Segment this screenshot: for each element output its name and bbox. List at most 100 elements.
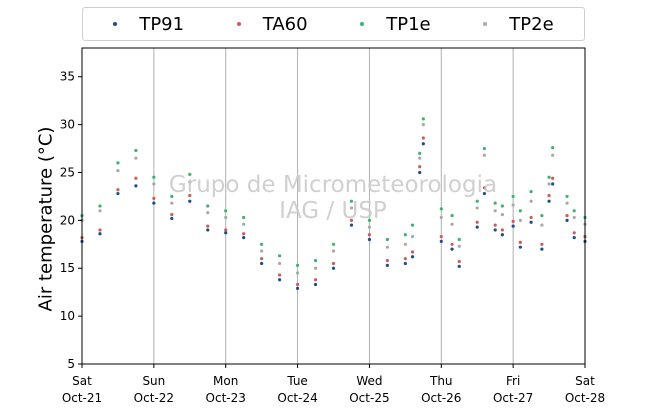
data-point-tp1e: [206, 204, 210, 208]
data-point-ta60: [518, 240, 522, 244]
data-point-tp2e: [331, 249, 336, 253]
data-point-tp2e: [385, 245, 389, 249]
data-point-ta60: [421, 136, 425, 140]
data-point-tp91: [278, 278, 282, 282]
y-tick-label: 20: [60, 213, 75, 227]
data-point-tp1e: [410, 223, 415, 227]
data-point-tp91: [295, 286, 300, 290]
data-point-ta60: [134, 176, 138, 180]
data-point-tp91: [547, 199, 551, 203]
y-tick-label: 30: [60, 118, 75, 132]
data-point-tp91: [224, 231, 228, 235]
data-point-ta60: [565, 213, 569, 218]
data-point-tp91: [450, 247, 454, 251]
legend-label-tp91: TP91: [139, 13, 185, 35]
data-point-tp1e: [224, 209, 228, 213]
data-point-tp91: [116, 191, 120, 196]
data-point-tp91: [188, 199, 192, 203]
data-point-ta60: [547, 193, 551, 198]
data-point-ta60: [457, 259, 461, 264]
x-tick-label-date: Oct-27: [493, 391, 533, 405]
plot-frame: [81, 47, 586, 365]
data-point-ta60: [529, 215, 533, 220]
data-point-tp1e: [295, 263, 300, 267]
data-point-tp1e: [457, 237, 461, 242]
data-point-tp1e: [450, 213, 454, 218]
data-point-tp2e: [313, 266, 318, 270]
data-point-tp2e: [224, 215, 228, 220]
data-point-tp1e: [482, 146, 486, 151]
data-point-tp91: [418, 170, 422, 175]
x-tick-label-date: Oct-25: [349, 391, 389, 405]
data-point-tp91: [551, 182, 555, 186]
data-point-tp91: [421, 142, 425, 146]
data-point-tp2e: [367, 225, 372, 229]
y-tick-label: 10: [60, 309, 75, 323]
data-point-tp1e: [403, 233, 407, 237]
data-point-tp2e: [572, 215, 576, 220]
data-point-tp1e: [116, 161, 120, 165]
data-point-ta60: [116, 188, 120, 192]
data-point-tp2e: [349, 206, 354, 210]
data-point-ta60: [367, 233, 372, 237]
legend-item-ta60: TA60: [236, 13, 308, 35]
data-point-tp1e: [565, 194, 569, 199]
data-point-tp91: [385, 263, 389, 267]
x-tick-label-day: Wed: [356, 374, 382, 388]
data-point-ta60: [152, 196, 156, 200]
data-point-ta60: [482, 186, 486, 190]
legend-marker-tp2e: [483, 22, 488, 26]
legend-label-ta60: TA60: [262, 13, 308, 35]
data-point-tp2e: [134, 156, 138, 160]
data-point-tp91: [500, 233, 504, 237]
legend-label-tp2e: TP2e: [509, 13, 554, 35]
legend-marker-tp91: [113, 22, 118, 26]
data-point-tp2e: [403, 242, 407, 246]
data-point-tp2e: [410, 235, 415, 239]
data-point-tp2e: [540, 223, 544, 227]
data-point-ta60: [418, 165, 422, 169]
x-tick-label-date: Oct-23: [206, 391, 246, 405]
x-tick-label-day: Sat: [575, 374, 595, 388]
data-point-tp2e: [116, 168, 120, 173]
data-point-ta60: [242, 232, 246, 236]
data-point-tp1e: [331, 242, 336, 246]
data-point-ta60: [260, 257, 264, 261]
data-point-tp1e: [547, 175, 551, 179]
data-point-tp1e: [418, 151, 422, 155]
data-point-ta60: [475, 220, 479, 224]
data-point-tp91: [98, 232, 102, 236]
y-tick-label: 35: [60, 70, 75, 84]
data-point-tp2e: [518, 218, 522, 222]
data-point-ta60: [313, 278, 318, 282]
data-point-tp91: [331, 266, 336, 270]
series-tp91: [80, 142, 587, 290]
series-tp1e: [80, 117, 587, 267]
data-point-ta60: [572, 231, 576, 235]
data-point-ta60: [500, 228, 504, 232]
data-point-ta60: [224, 228, 228, 232]
data-point-ta60: [331, 261, 336, 266]
data-point-tp91: [349, 223, 354, 227]
data-point-ta60: [551, 176, 555, 180]
data-point-tp1e: [529, 190, 533, 194]
x-tick-label-date: Oct-26: [421, 391, 461, 405]
data-point-tp91: [260, 261, 264, 266]
data-point-tp2e: [421, 123, 425, 127]
x-tick-label-date: Oct-22: [134, 391, 174, 405]
data-point-tp1e: [572, 209, 576, 213]
x-tick-label-day: Tue: [286, 374, 308, 388]
y-tick-label: 15: [60, 261, 75, 275]
data-point-tp1e: [511, 194, 515, 199]
series-tp2e: [80, 123, 587, 275]
data-point-tp91: [313, 282, 318, 287]
data-point-tp91: [242, 236, 246, 240]
data-point-ta60: [98, 228, 102, 232]
series-ta60: [80, 136, 587, 287]
data-point-tp1e: [367, 218, 372, 222]
data-point-tp2e: [170, 201, 174, 205]
legend: TP91 TA60 TP1e TP2e: [82, 7, 585, 41]
data-point-tp2e: [206, 211, 210, 215]
data-point-tp1e: [540, 213, 544, 218]
